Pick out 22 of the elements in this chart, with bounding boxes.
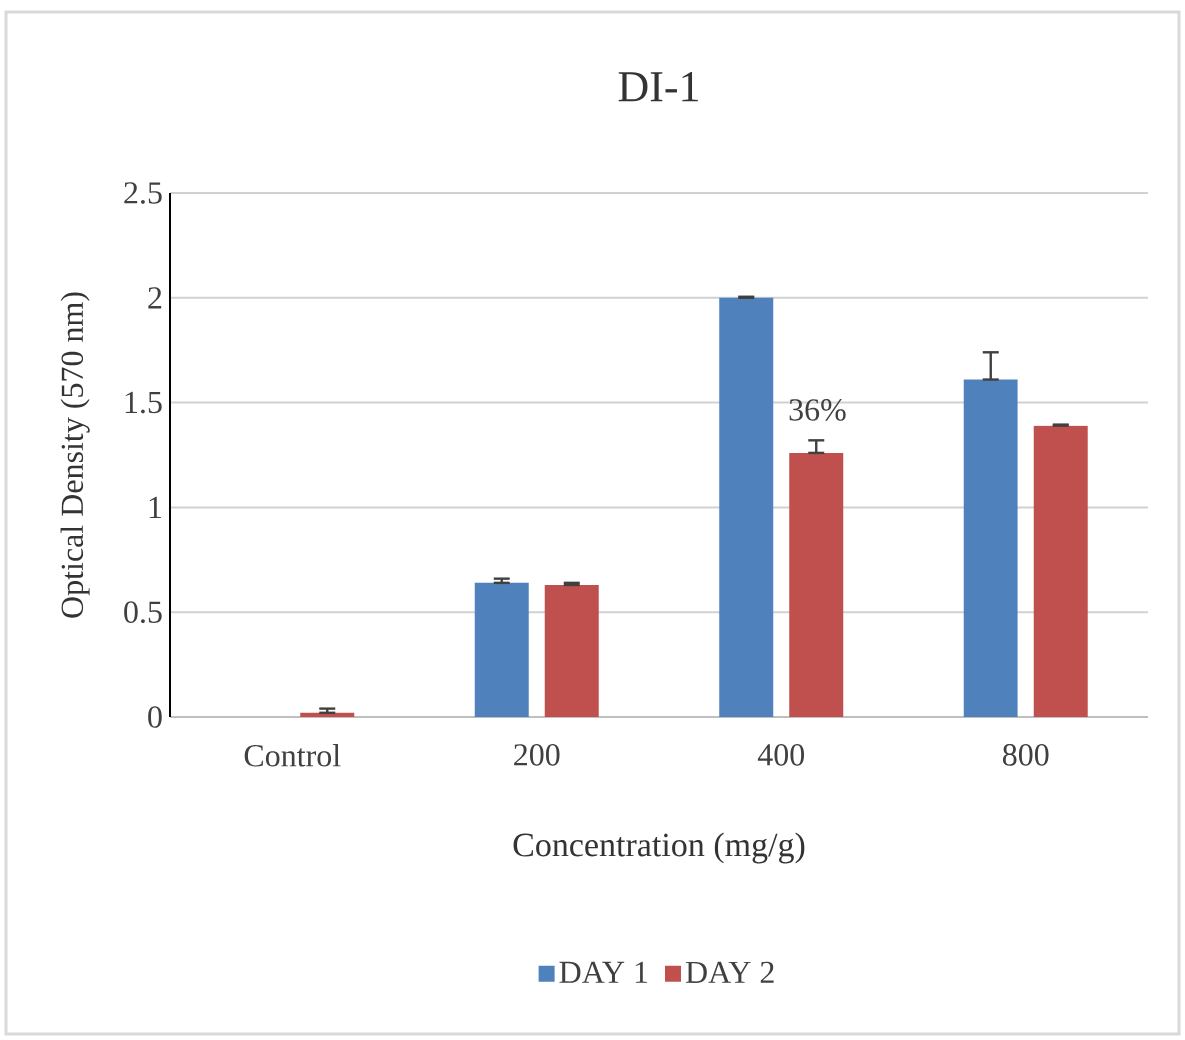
x-tick-label: 800 [1002, 744, 1049, 766]
bar [963, 379, 1018, 717]
x-tick-label: Control [244, 744, 341, 767]
y-tick-label: 2 [148, 287, 162, 309]
annotation: 36% [789, 399, 846, 421]
bar [1033, 425, 1088, 717]
bar [719, 297, 774, 717]
x-tick-label: 200 [514, 744, 560, 766]
y-tick-label: 2.5 [124, 182, 162, 204]
legend-label: DAY 1 [559, 961, 648, 983]
y-tick-label: 1.5 [125, 391, 162, 414]
y-axis-title: Optical Density (570 nm) [60, 292, 90, 618]
bar [544, 584, 599, 717]
x-axis-title: Concentration (mg/g) [513, 832, 805, 864]
chart-title: DI-1 [618, 72, 698, 102]
bar [474, 582, 529, 717]
legend-label: DAY 2 [685, 961, 774, 983]
y-tick-label: 0 [148, 706, 162, 728]
y-tick-label: 1 [149, 496, 162, 518]
x-tick-label: 400 [757, 744, 805, 766]
bar [789, 452, 844, 717]
y-tick-label: 0.5 [124, 601, 162, 624]
